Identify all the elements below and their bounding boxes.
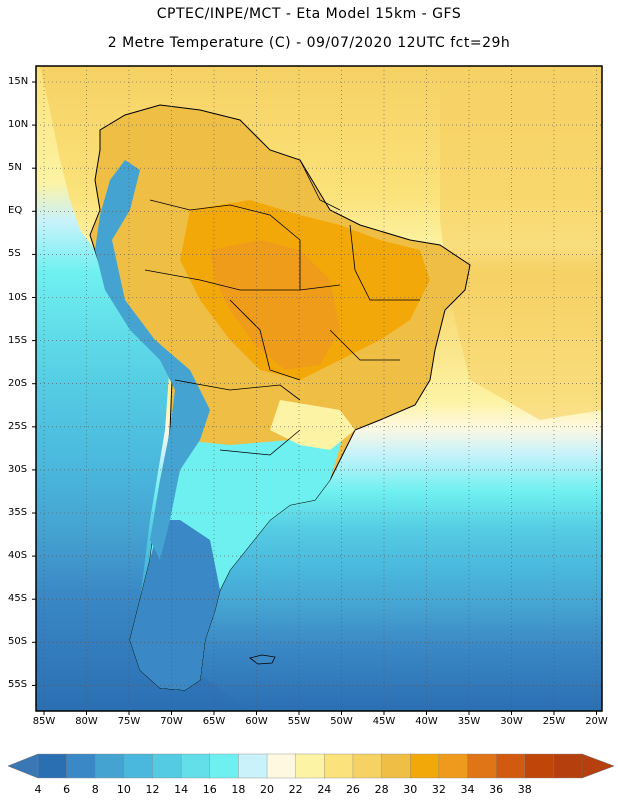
- colorbar-label: 12: [145, 783, 160, 796]
- lon-tick-label: 75W: [117, 716, 141, 727]
- lat-tick-label: EQ: [8, 205, 23, 217]
- lat-tick-label: 5N: [8, 162, 22, 174]
- colorbar-swatch: [524, 753, 555, 779]
- colorbar-label: 6: [63, 783, 71, 796]
- lat-tick-label: 30S: [8, 463, 28, 475]
- colorbar-swatch: [37, 753, 68, 779]
- colorbar-swatch: [123, 753, 154, 779]
- colorbar-swatch: [180, 753, 211, 779]
- colorbar-label: 38: [517, 783, 532, 796]
- colorbar-label: 24: [317, 783, 332, 796]
- map-title-line1: CPTEC/INPE/MCT - Eta Model 15km - GFS: [156, 6, 462, 22]
- lat-tick-label: 15S: [8, 334, 28, 346]
- colorbar-swatch: [495, 753, 526, 779]
- colorbar-swatch: [295, 753, 326, 779]
- lat-tick-label: 45S: [8, 593, 28, 605]
- colorbar-swatch: [95, 753, 125, 779]
- country-borders: [144, 159, 420, 456]
- axis-ticks: [32, 81, 597, 715]
- colorbar-label: 32: [431, 783, 446, 796]
- colorbar-label: 20: [260, 783, 275, 796]
- lon-tick-label: 70W: [160, 716, 183, 727]
- colorbar-swatch: [352, 753, 383, 779]
- colorbar-label: 18: [231, 783, 246, 796]
- colorbar-swatch: [467, 753, 497, 779]
- andes-cold-strip: [95, 160, 210, 560]
- colorbar-label: 26: [345, 783, 360, 796]
- lat-tick-label: 55S: [8, 679, 28, 691]
- lon-tick-label: 65W: [202, 716, 226, 727]
- colorbar-label: 8: [91, 783, 99, 796]
- colorbar-label: 34: [460, 783, 475, 796]
- lon-tick-label: 20W: [585, 716, 608, 727]
- lat-tick-label: 40S: [8, 550, 28, 562]
- colorbar-swatch: [553, 753, 583, 779]
- colorbar-low-arrow: [7, 753, 39, 779]
- colorbar-swatch: [238, 753, 268, 779]
- patagonia-cold-region: [130, 520, 220, 690]
- lon-tick-label: 85W: [32, 716, 56, 727]
- central-hot-core: [210, 240, 340, 370]
- colorbar-high-arrow: [581, 753, 615, 779]
- pacific-ocean-field: [36, 66, 250, 711]
- lat-tick-label: 5S: [8, 248, 21, 260]
- lat-tick-label: 50S: [8, 636, 28, 648]
- lon-tick-label: 60W: [245, 716, 268, 727]
- colorbar-swatch: [266, 753, 297, 779]
- lat-tick-label: 15N: [8, 76, 29, 87]
- colorbar-label: 22: [288, 783, 303, 796]
- lon-tick-label: 30W: [500, 716, 523, 727]
- colorbar-label: 36: [489, 783, 504, 796]
- colorbar-label: 30: [403, 783, 418, 796]
- lat-tick-label: 35S: [8, 507, 28, 518]
- colorbar-label: 10: [116, 783, 131, 796]
- lon-tick-label: 35W: [457, 716, 481, 727]
- colorbar-label: 16: [202, 783, 217, 796]
- colorbar-swatch: [66, 753, 96, 779]
- colorbar-swatch: [410, 753, 440, 779]
- map-title-line2: 2 Metre Temperature (C) - 09/07/2020 12U…: [107, 35, 511, 51]
- lon-tick-label: 25W: [542, 716, 566, 727]
- colorbar-label: 14: [174, 783, 189, 796]
- colorbar-swatch: [209, 753, 240, 779]
- lat-tick-label: 10S: [8, 291, 28, 303]
- map-frame: [35, 65, 603, 712]
- lon-tick-label: 45W: [372, 716, 396, 727]
- colorbar: [7, 753, 615, 779]
- lat-tick-label: 20S: [8, 377, 28, 389]
- lat-tick-label: 25S: [8, 420, 28, 432]
- colorbar-swatch: [152, 753, 182, 779]
- lon-tick-label: 55W: [287, 716, 311, 727]
- colorbar-swatch: [438, 753, 469, 779]
- lon-tick-label: 50W: [330, 716, 353, 727]
- lon-tick-label: 40W: [415, 716, 438, 727]
- lat-tick-label: 10N: [8, 119, 29, 131]
- colorbar-swatch: [324, 753, 354, 779]
- colorbar-label: 4: [34, 783, 42, 796]
- colorbar-label: 28: [374, 783, 389, 796]
- atlantic-warm-band: [440, 66, 602, 420]
- colorbar-swatch: [381, 753, 411, 779]
- lon-tick-label: 80W: [75, 716, 98, 727]
